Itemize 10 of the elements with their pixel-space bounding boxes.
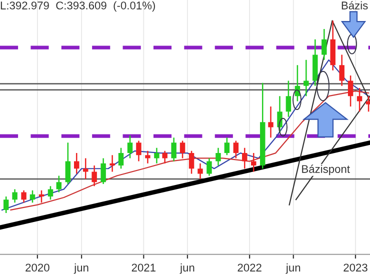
x-tick-label: 2021 (132, 264, 156, 272)
text: L:392.979 C:393.609 (-0.01%) (0, 1, 155, 12)
text: Bázis (342, 1, 368, 10)
x-tick-label: jun (74, 263, 88, 274)
x-tick-label: jun (180, 263, 194, 274)
x-tick-label: 2023 (344, 264, 368, 272)
x-tick-label: 2020 (26, 264, 50, 272)
x-tick-label: 2022 (238, 264, 262, 272)
x-tick-label: jun (286, 263, 300, 274)
ref-line-label: Bázispont (302, 164, 350, 176)
